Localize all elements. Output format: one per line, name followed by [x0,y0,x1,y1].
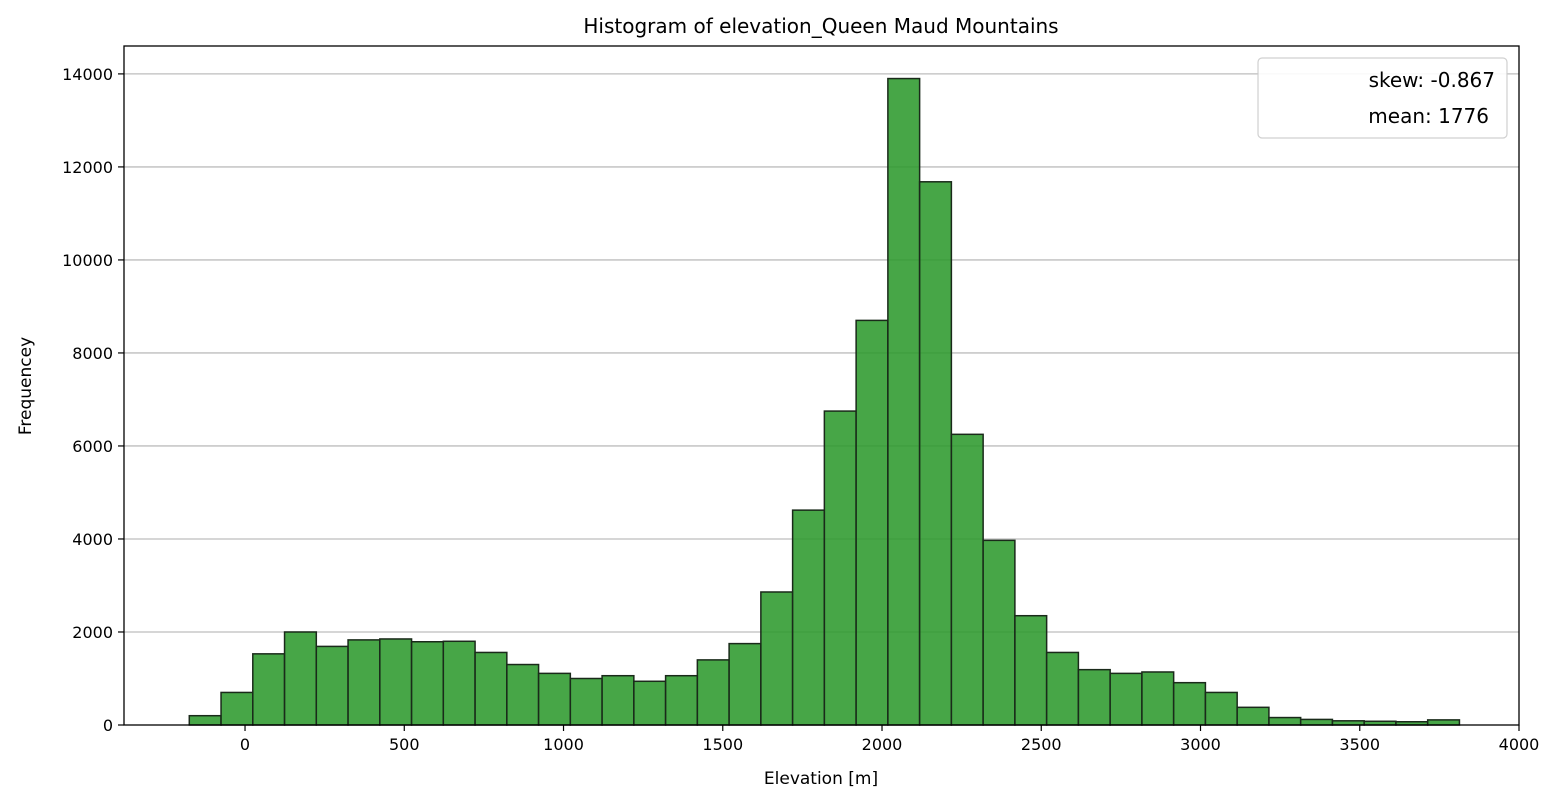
histogram-bar [918,181,953,726]
legend: skew: -0.867 mean: 1776 [1257,57,1508,139]
histogram-bar [950,433,984,726]
x-tick-label: 3000 [1180,735,1221,754]
x-tick-label: 1500 [702,735,743,754]
y-tick-label: 8000 [72,344,113,363]
histogram-bar [537,672,572,726]
x-tick-label: 3500 [1339,735,1380,754]
histogram-bar [1204,691,1238,726]
grid-lines [124,73,1519,633]
histogram-bar [442,640,476,726]
legend-entry-mean: mean: 1776 [1368,104,1489,128]
x-tick-label: 2000 [862,735,903,754]
y-axis-label: Frequencey [16,337,36,435]
y-tick-label: 14000 [62,65,113,84]
legend-box [1257,57,1508,139]
histogram-bar [1014,614,1048,726]
histogram-bar [1172,681,1207,726]
histogram-bar [1141,671,1175,726]
x-axis-ticks: 0 500 1000 1500 2000 2500 3000 3500 4000 [240,725,1539,754]
histogram-bar [410,641,445,726]
chart-title: Histogram of elevation_Queen Maud Mounta… [583,14,1058,38]
y-axis-ticks: 0 2000 4000 6000 8000 10000 12000 14000 [62,65,124,735]
histogram-bars [188,77,1461,726]
plot-frame [123,45,1520,726]
histogram-bar [1109,672,1143,726]
histogram-bar [506,663,540,726]
histogram-bar [728,642,762,726]
histogram-bar [1045,651,1080,726]
histogram-bar [188,714,222,726]
histogram-bar [696,659,730,726]
histogram-bar [601,674,635,726]
histogram-bar [220,691,254,726]
y-tick-label: 2000 [72,623,113,642]
x-tick-label: 4000 [1499,735,1540,754]
x-tick-label: 2500 [1021,735,1062,754]
histogram-bar [252,653,286,726]
histogram-bar [379,638,413,726]
histogram-bar [791,509,826,726]
histogram-bar [1426,719,1461,726]
histogram-bar [474,651,508,726]
histogram-bar [1236,706,1270,726]
histogram-bar [1299,718,1334,726]
histogram-bar [315,645,349,726]
histogram-bar [569,677,603,726]
legend-entry-skew: skew: -0.867 [1369,68,1495,92]
histogram-bar [823,410,857,726]
y-tick-label: 10000 [62,251,113,270]
histogram-bar [1077,668,1111,726]
y-tick-label: 0 [103,716,113,735]
histogram-bar [1268,716,1302,726]
histogram-bar [982,539,1016,726]
x-tick-label: 500 [389,735,420,754]
y-tick-label: 6000 [72,437,113,456]
histogram-bar [855,319,889,726]
histogram-bar [283,631,318,726]
histogram-bar [633,680,667,726]
histogram-bar [347,639,381,726]
y-tick-label: 12000 [62,158,113,177]
y-tick-label: 4000 [72,530,113,549]
histogram-bar [760,591,794,726]
x-tick-label: 1000 [543,735,584,754]
histogram-bar [664,674,699,726]
x-tick-label: 0 [240,735,250,754]
histogram-bar [887,77,921,726]
x-axis-label: Elevation [m] [764,769,878,789]
